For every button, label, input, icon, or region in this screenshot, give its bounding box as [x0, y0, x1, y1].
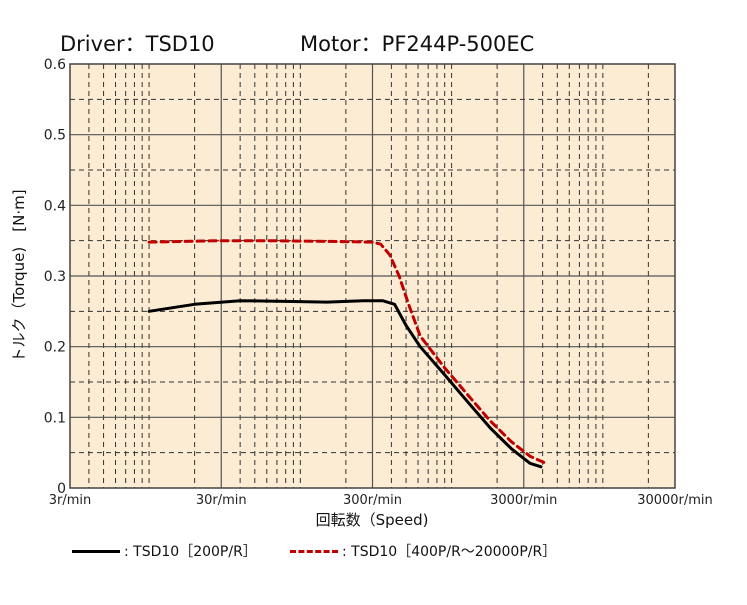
- y-tick-label: 0.2: [44, 340, 66, 356]
- legend-dashed-label: : TSD10［400P/R～20000P/R］: [342, 544, 557, 560]
- legend-entry-400pr-20000pr: : TSD10［400P/R～20000P/R］: [290, 541, 556, 561]
- x-tick-label: 300r/min: [343, 493, 402, 508]
- x-tick-label: 3r/min: [49, 493, 92, 508]
- y-axis-label: トルク（Torque) [N·m]: [10, 189, 28, 362]
- x-tick-labels: 3r/min 30r/min 300r/min 3000r/min 30000r/min: [49, 493, 713, 508]
- legend-solid-swatch: [72, 549, 120, 553]
- plot-frame: [69, 63, 676, 489]
- y-tick-label: 0.1: [44, 410, 66, 426]
- series-lines: [147, 239, 548, 469]
- driver-label: Driver：TSD10: [60, 32, 215, 56]
- y-tick-label: 0.4: [44, 198, 66, 214]
- motor-label: Motor：PF244P-500EC: [300, 32, 535, 56]
- series-400pr-20000pr-line: [147, 239, 548, 465]
- x-tick-label: 3000r/min: [490, 493, 557, 508]
- y-tick-label: 0.5: [44, 128, 66, 144]
- y-tick-label: 0: [57, 481, 66, 497]
- series-200pr-line: [147, 299, 543, 469]
- y-tick-label: 0.6: [44, 57, 66, 73]
- x-axis-label: 回転数（Speed): [316, 511, 429, 529]
- legend-entry-200pr: : TSD10［200P/R］: [72, 541, 257, 561]
- grid-lines: [70, 64, 675, 488]
- legend-dashed-swatch: [290, 549, 338, 553]
- x-tick-label: 30r/min: [196, 493, 247, 508]
- y-tick-labels: 0 0.1 0.2 0.3 0.4 0.5 0.6: [44, 57, 66, 497]
- x-tick-label: 30000r/min: [637, 493, 713, 508]
- y-tick-label: 0.3: [44, 269, 66, 285]
- legend-solid-label: : TSD10［200P/R］: [124, 544, 257, 560]
